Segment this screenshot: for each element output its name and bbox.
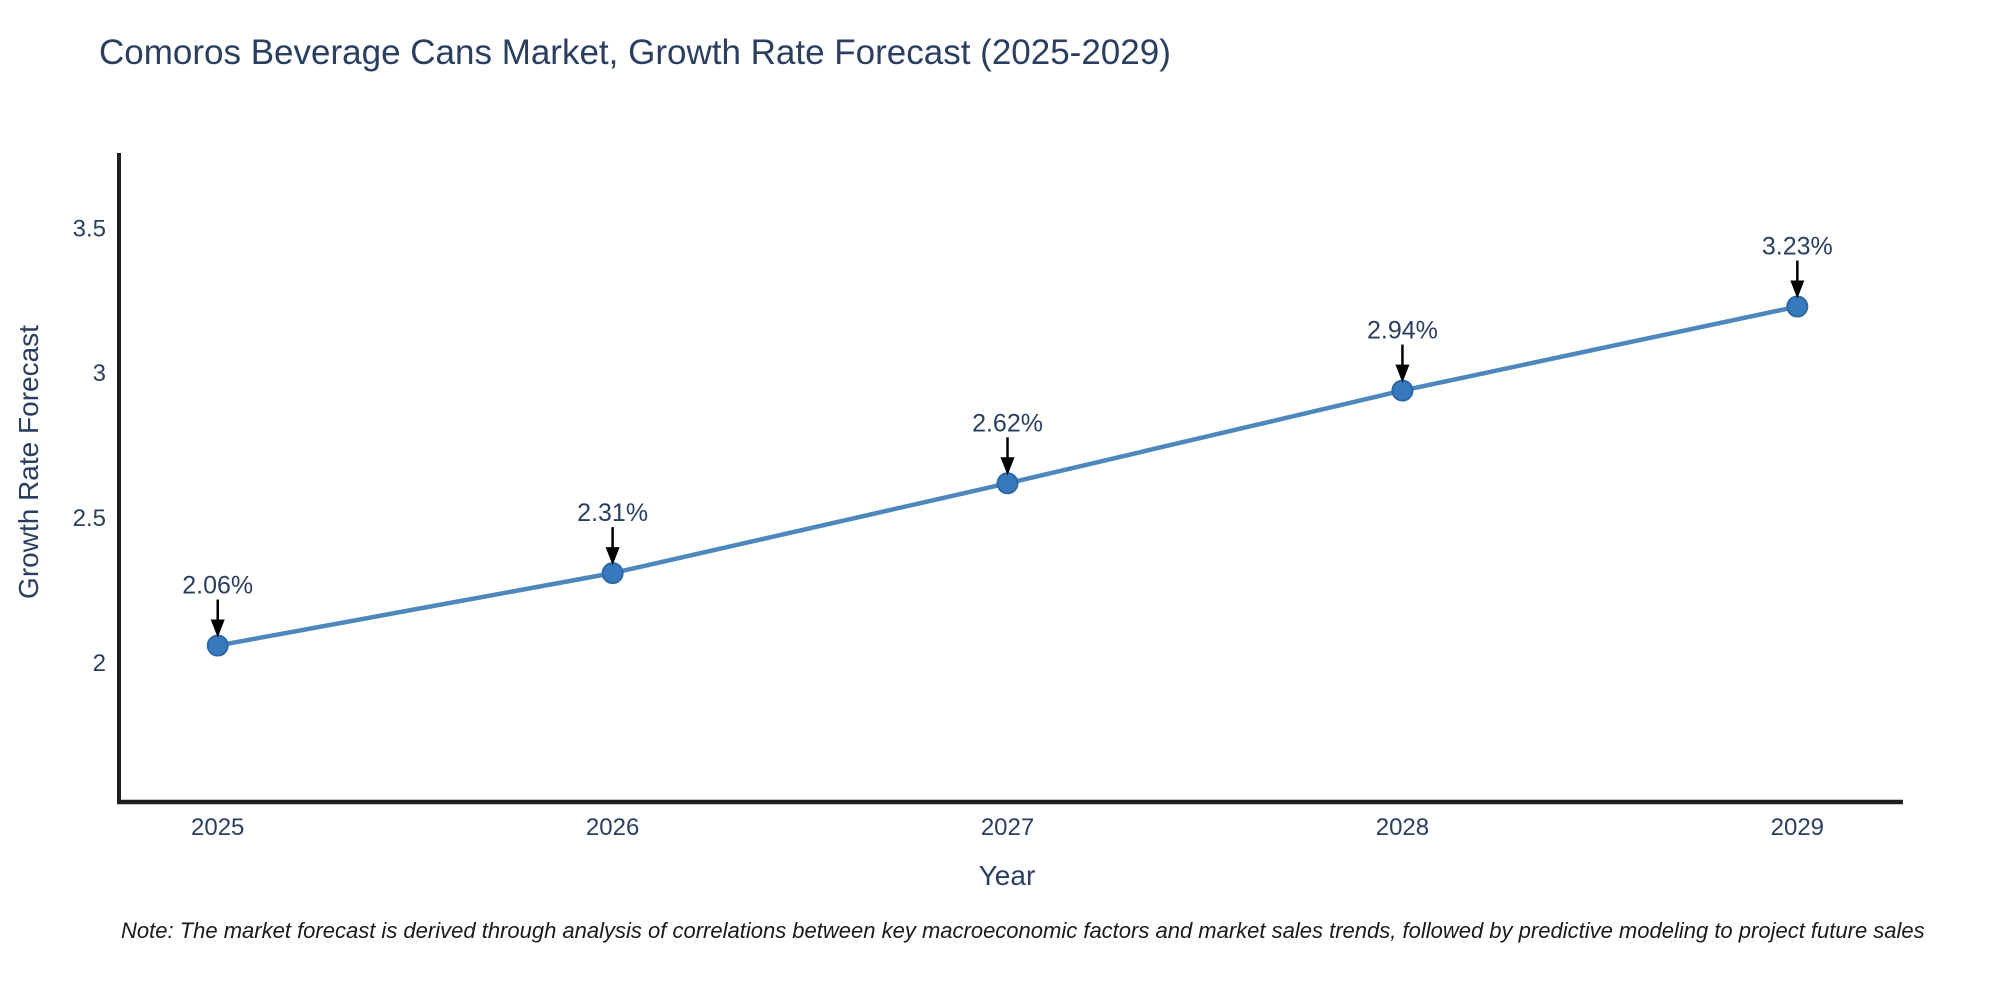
data-point-marker <box>206 634 229 657</box>
point-label: 2.31% <box>577 499 648 527</box>
x-tick-label: 2029 <box>1771 814 1824 841</box>
y-tick-label: 2.5 <box>73 505 106 532</box>
annotation-arrow-head <box>1395 364 1410 383</box>
point-label: 2.06% <box>182 572 253 600</box>
annotation-arrow-head <box>1000 457 1015 476</box>
point-label: 2.62% <box>972 409 1043 437</box>
data-point-marker <box>1786 295 1809 318</box>
data-point-marker <box>601 562 624 585</box>
chart-title: Comoros Beverage Cans Market, Growth Rat… <box>99 33 1171 72</box>
note-text: Note: The market forecast is derived thr… <box>121 918 1925 943</box>
x-tick-label: 2026 <box>586 814 639 841</box>
y-tick-label: 3.5 <box>73 215 106 242</box>
x-tick-label: 2028 <box>1376 814 1429 841</box>
annotation-arrow-head <box>1790 280 1805 299</box>
annotation-arrow-head <box>605 547 620 566</box>
x-tick-label: 2025 <box>191 814 244 841</box>
point-label: 3.23% <box>1762 233 1833 261</box>
data-point-marker <box>1391 379 1414 402</box>
x-axis-title: Year <box>978 860 1036 891</box>
annotation-arrow-head <box>210 619 225 638</box>
y-tick-label: 3 <box>93 360 106 387</box>
point-label: 2.94% <box>1367 317 1438 345</box>
y-tick-label: 2 <box>93 650 106 677</box>
x-tick-label: 2027 <box>981 814 1034 841</box>
data-point-marker <box>996 472 1019 495</box>
